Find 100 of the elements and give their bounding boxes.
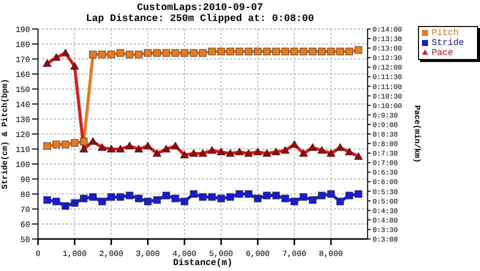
point (300, 48, 308, 56)
y-tick-label: 70 (20, 206, 30, 215)
y-tick-label: 190 (16, 26, 30, 35)
point (180, 49, 188, 57)
legend-label: Pitch (432, 28, 459, 38)
point (134, 50, 142, 58)
x-tick-label: 4,000 (172, 250, 197, 259)
point (43, 142, 51, 150)
y-tick-label: 150 (16, 86, 30, 95)
point (346, 192, 354, 200)
point (116, 193, 124, 201)
y-tick-label: 60 (20, 220, 30, 230)
point (236, 48, 244, 56)
point (272, 192, 280, 200)
x-tick-label: 2,000 (99, 250, 124, 259)
point (226, 48, 234, 56)
legend-label: Stride (432, 38, 464, 48)
y-tick-label: 130 (16, 116, 30, 125)
point (217, 48, 225, 56)
point (208, 48, 216, 56)
point (354, 46, 362, 54)
point (70, 139, 78, 147)
point (107, 193, 115, 201)
point (290, 198, 298, 206)
point (43, 196, 51, 204)
x-tick-label: 1,000 (62, 250, 87, 259)
point (318, 192, 326, 200)
point (89, 50, 97, 58)
x-tick-label: 5,000 (209, 250, 234, 259)
x-axis-title: Distance(m) (173, 258, 233, 268)
y-tick-label: 50 (20, 236, 30, 245)
point (199, 49, 207, 57)
x-tick-label: 6,000 (246, 250, 270, 259)
point (89, 193, 97, 201)
point (80, 194, 88, 202)
point (52, 140, 60, 148)
point (52, 198, 60, 206)
x-tick-label: 7,000 (282, 250, 307, 259)
point (144, 49, 152, 57)
point (281, 48, 289, 56)
point (98, 50, 106, 58)
point (180, 198, 188, 206)
y-tick-label: 140 (16, 100, 30, 110)
point (318, 48, 326, 56)
y-tick-label: 90 (20, 176, 30, 185)
point (226, 193, 234, 201)
point (263, 192, 271, 200)
point (244, 190, 252, 198)
point (62, 140, 70, 148)
y-tick-label: 170 (16, 56, 30, 65)
point (134, 194, 142, 202)
point (254, 194, 262, 202)
point (336, 198, 344, 206)
y-tick-label: 80 (20, 190, 30, 200)
y-tick-label: 120 (16, 130, 30, 140)
x-tick-label: 3,000 (136, 250, 160, 259)
point (199, 193, 207, 201)
x-tick-label: 0 (36, 250, 41, 259)
point (217, 194, 225, 202)
point (153, 196, 161, 204)
point (62, 202, 70, 210)
point (208, 193, 216, 201)
point (190, 190, 198, 198)
legend-label: Pace (432, 48, 454, 58)
point (244, 48, 252, 56)
chart-title: CustomLaps:2010-09-07 (136, 3, 264, 14)
y-tick-label: 100 (16, 160, 30, 170)
chart-subtitle: Lap Distance: 250m Clipped at: 0:08:00 (84, 14, 316, 25)
point (190, 49, 198, 57)
point (263, 48, 271, 56)
point (308, 48, 316, 56)
point (80, 138, 88, 146)
point (144, 198, 152, 206)
point (327, 190, 335, 198)
point (126, 50, 134, 58)
point (336, 48, 344, 56)
point (98, 198, 106, 206)
x-tick-label: 8,000 (318, 250, 344, 259)
point (308, 196, 316, 204)
point (162, 192, 170, 200)
point (126, 192, 134, 200)
point (254, 48, 262, 56)
point (172, 194, 180, 202)
point (153, 49, 161, 57)
point (281, 194, 289, 202)
point (300, 193, 308, 201)
point (116, 49, 124, 57)
point (272, 48, 280, 56)
point (70, 199, 78, 207)
point (346, 48, 354, 56)
point (327, 48, 335, 56)
y-tick-label: 180 (16, 40, 30, 50)
y-tick-label: 110 (16, 146, 30, 155)
point (236, 190, 244, 198)
point (162, 49, 170, 57)
y-tick-label: 160 (16, 70, 30, 80)
point (107, 50, 115, 58)
y-axis-title: Stride(cm) & Pitch(bpm) (0, 78, 10, 190)
y2-axis-title: Pace(min/km) (412, 105, 421, 163)
point (290, 48, 298, 56)
